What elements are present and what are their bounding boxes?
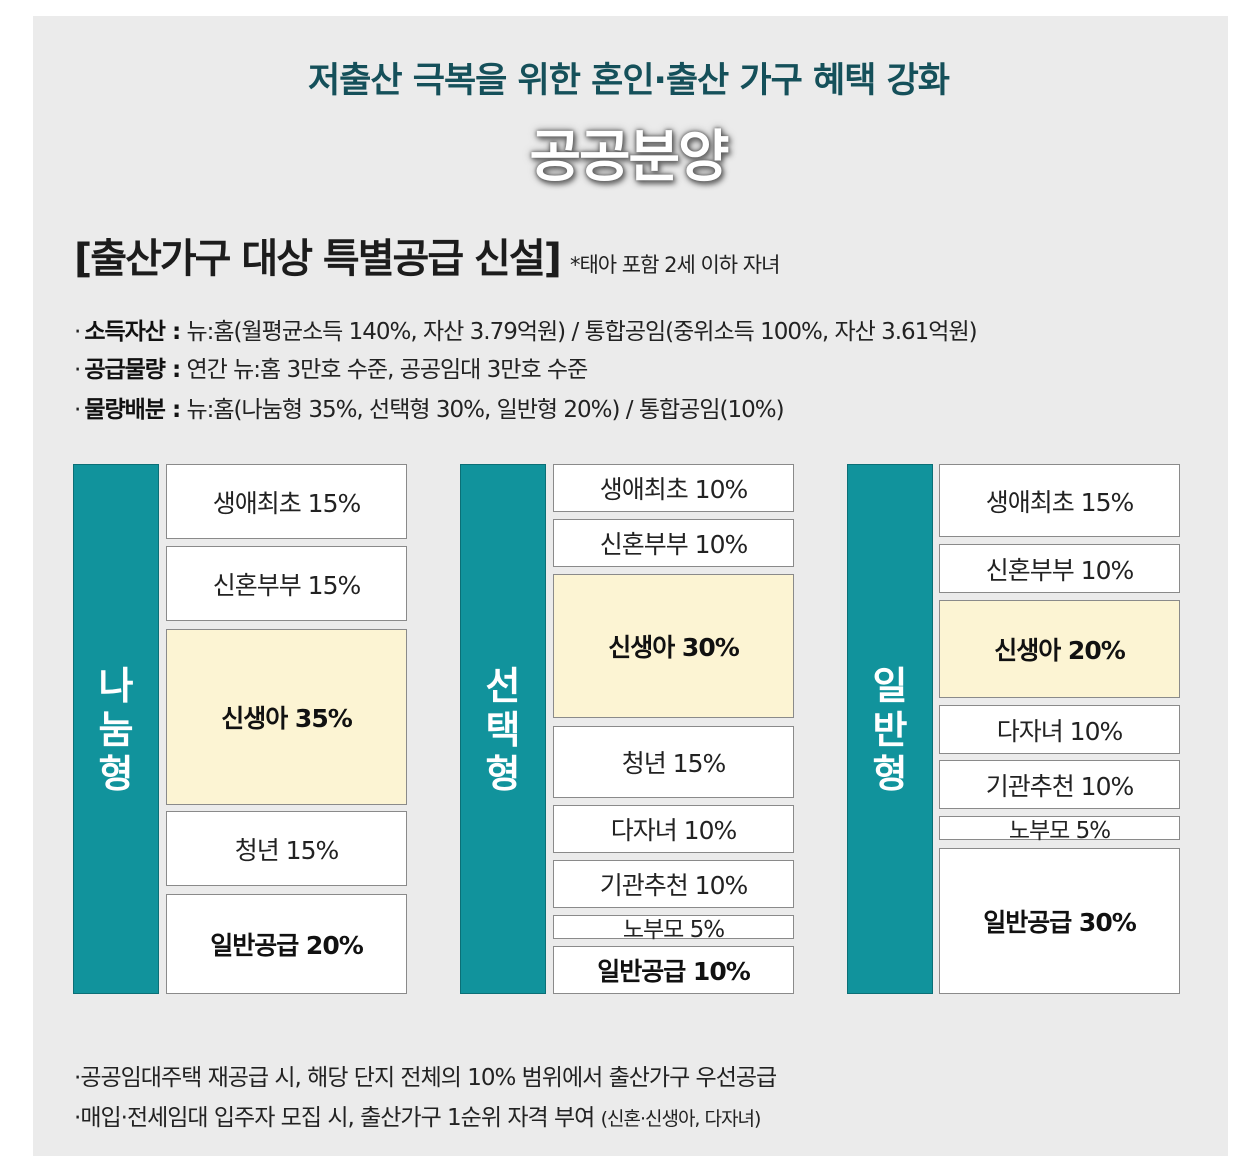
segment-label: 생애최초 15% (212, 488, 362, 518)
segment-label: 노부모 5% (1008, 818, 1111, 844)
footnote-text: 공공임대주택 재공급 시, 해당 단지 전체의 10% 범위에서 출산가구 우선… (80, 1065, 777, 1091)
footnote-rental: ·공공임대주택 재공급 시, 해당 단지 전체의 10% 범위에서 출산가구 우… (74, 1058, 777, 1092)
bullet: · (74, 1065, 81, 1091)
info-value: 연간 뉴:홈 3만호 수준, 공공임대 3만호 수준 (180, 357, 588, 383)
info-value: 뉴:홈(월평균소득 140%, 자산 3.79억원) / 통합공임(중위소득 1… (180, 319, 977, 345)
segment-기관추천: 기관추천 10% (553, 860, 794, 908)
segment-신생아: 신생아 20% (939, 600, 1180, 698)
page-title: 공공분양 (529, 125, 729, 190)
segment-label: 노부모 5% (622, 917, 725, 943)
bullet: · (74, 357, 81, 383)
segment-label: 다자녀 10% (610, 816, 738, 845)
info-line-supply: · 공급물량 : 연간 뉴:홈 3만호 수준, 공공임대 3만호 수준 (74, 350, 588, 384)
segment-다자녀: 다자녀 10% (939, 705, 1180, 754)
segment-기관추천: 기관추천 10% (939, 760, 1180, 809)
bullet: · (74, 397, 81, 423)
footnote-purchase: ·매입·전세임대 입주자 모집 시, 출산가구 1순위 자격 부여 (신혼·신생… (74, 1098, 762, 1132)
segment-label: 생애최초 15% (985, 487, 1135, 517)
segment-label: 생애최초 10% (599, 475, 749, 504)
section-title: [출산가구 대상 특별공급 신설] (74, 236, 562, 282)
section-note: *태아 포함 2세 이하 자녀 (569, 253, 780, 277)
info-key: 소득자산 : (84, 319, 181, 345)
segment-label: 청년 15% (234, 835, 340, 865)
segment-label: 일반공급 30% (983, 908, 1137, 937)
segment-일반공급: 일반공급 30% (939, 848, 1180, 994)
segment-신혼부부: 신혼부부 10% (939, 544, 1180, 593)
info-key: 공급물량 : (84, 357, 181, 383)
segment-생애최초: 생애최초 10% (553, 464, 794, 512)
segment-노부모: 노부모 5% (553, 915, 794, 943)
segment-신혼부부: 신혼부부 10% (553, 519, 794, 567)
segment-label: 다자녀 10% (996, 716, 1124, 746)
segment-신생아: 신생아 35% (166, 629, 407, 805)
segment-label: 신혼부부 10% (599, 530, 749, 559)
section-heading: [출산가구 대상 특별공급 신설] *태아 포함 2세 이하 자녀 (74, 226, 780, 284)
segment-청년: 청년 15% (553, 726, 794, 798)
info-key: 물량배분 : (84, 397, 181, 423)
segment-노부모: 노부모 5% (939, 816, 1180, 844)
info-value: 뉴:홈(나눔형 35%, 선택형 30%, 일반형 20%) / 통합공임(10… (180, 397, 784, 423)
segment-label: 청년 15% (621, 749, 727, 778)
segment-label: 신생아 35% (221, 704, 353, 733)
segment-label: 일반공급 20% (210, 931, 364, 960)
segment-일반공급: 일반공급 20% (166, 894, 407, 994)
segment-일반공급: 일반공급 10% (553, 946, 794, 994)
segment-label: 신생아 30% (608, 633, 740, 662)
segment-label: 기관추천 10% (985, 771, 1135, 801)
segment-label: 신혼부부 15% (212, 570, 362, 600)
segment-다자녀: 다자녀 10% (553, 805, 794, 853)
segment-label: 일반공급 10% (597, 957, 751, 986)
segment-label: 신생아 20% (994, 636, 1126, 665)
info-line-income: · 소득자산 : 뉴:홈(월평균소득 140%, 자산 3.79억원) / 통합공… (74, 312, 978, 346)
footnote-small: (신혼·신생아, 다자녀) (600, 1108, 762, 1130)
footnote-text: 매입·전세임대 입주자 모집 시, 출산가구 1순위 자격 부여 (80, 1105, 601, 1131)
segment-청년: 청년 15% (166, 811, 407, 886)
bullet: · (74, 1105, 81, 1131)
bullet: · (74, 319, 81, 345)
segment-label: 신혼부부 10% (985, 555, 1135, 585)
segment-신혼부부: 신혼부부 15% (166, 546, 407, 621)
segment-신생아: 신생아 30% (553, 574, 794, 718)
segment-label: 기관추천 10% (599, 871, 749, 900)
segment-생애최초: 생애최초 15% (166, 464, 407, 539)
subtitle: 저출산 극복을 위한 혼인·출산 가구 혜택 강화 (307, 61, 950, 101)
info-line-allocation: · 물량배분 : 뉴:홈(나눔형 35%, 선택형 30%, 일반형 20%) /… (74, 390, 785, 424)
segment-생애최초: 생애최초 15% (939, 464, 1180, 537)
